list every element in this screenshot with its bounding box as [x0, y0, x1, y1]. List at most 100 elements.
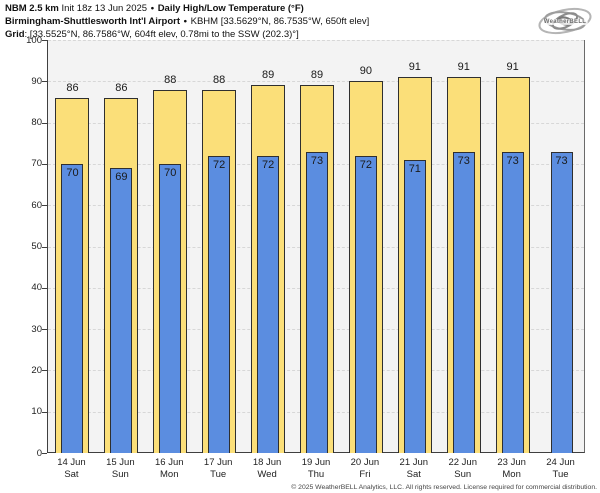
low-temp-bar: [306, 151, 328, 453]
low-temp-value: 70: [164, 166, 177, 179]
y-tick-label: 40: [31, 282, 42, 294]
high-temp-value: 88: [164, 73, 177, 86]
x-axis-label: 17 Jun Tue: [194, 457, 242, 480]
low-temp-bar: [159, 163, 182, 453]
x-label-date: 14 Jun: [57, 457, 86, 468]
low-temp-value: 72: [359, 158, 373, 171]
low-temp-bar: [257, 155, 280, 453]
high-temp-value: 91: [408, 61, 421, 74]
low-temp-value: 69: [115, 171, 128, 184]
y-tick-mark: [42, 246, 47, 248]
x-label-day: Sun: [111, 468, 129, 480]
station-name: Birmingham-Shuttlesworth Int'l Airport: [5, 16, 181, 27]
x-axis-label: 18 Jun Wed: [243, 457, 291, 480]
x-label-date: 17 Jun: [203, 457, 233, 468]
product-name: Daily High/Low Temperature (°F): [157, 3, 304, 14]
x-label-date: 15 Jun: [106, 457, 135, 468]
y-tick-label: 0: [36, 447, 42, 459]
high-temp-value: 86: [115, 81, 128, 94]
grid-value: : [33.5525°N, 86.7586°W, 604ft elev, 0.7…: [24, 29, 299, 40]
header-line-1: NBM 2.5 km Init 18z 13 Jun 2025 • Daily …: [5, 2, 369, 15]
high-temp-value: 91: [457, 61, 470, 74]
y-tick-label: 90: [31, 75, 42, 87]
low-temp-bar: [452, 151, 475, 453]
bullet-separator: •: [183, 16, 187, 27]
high-temp-value: 90: [359, 65, 373, 78]
weatherbell-logo: WeatherBELL: [534, 3, 596, 39]
x-label-day: Sun: [454, 468, 472, 480]
low-temp-value: 73: [555, 154, 568, 167]
high-temp-value: 89: [310, 69, 324, 82]
low-temp-bar: [208, 155, 231, 453]
copyright-notice: © 2025 WeatherBELL Analytics, LLC. All r…: [291, 484, 597, 491]
grid-label: Grid: [5, 29, 25, 40]
x-axis-label: 15 Jun Sun: [96, 457, 144, 480]
x-label-day: Mon: [160, 468, 179, 480]
chart-header: NBM 2.5 km Init 18z 13 Jun 2025 • Daily …: [5, 2, 369, 41]
y-tick-mark: [42, 205, 47, 207]
x-label-day: Sat: [406, 468, 421, 480]
x-label-day: Tue: [552, 468, 569, 480]
x-label-day: Mon: [502, 468, 521, 480]
x-axis-label: 22 Jun Sun: [439, 457, 487, 480]
low-temp-bar: [501, 151, 524, 453]
high-temp-value: 86: [66, 81, 79, 94]
header-line-2: Birmingham-Shuttlesworth Int'l Airport •…: [5, 15, 369, 28]
x-label-date: 20 Jun: [350, 457, 380, 468]
low-temp-bar: [403, 159, 426, 453]
x-label-date: 23 Jun: [497, 457, 526, 468]
low-temp-bar: [550, 151, 573, 453]
x-label-day: Thu: [307, 468, 325, 480]
x-label-date: 16 Jun: [155, 457, 184, 468]
x-axis-label: 14 Jun Sat: [47, 457, 95, 480]
x-label-day: Wed: [257, 468, 277, 480]
init-time: Init 18z 13 Jun 2025: [61, 3, 148, 14]
y-gridline: [48, 40, 584, 41]
y-tick-mark: [42, 81, 47, 83]
x-axis-label: 19 Jun Thu: [292, 457, 340, 480]
y-tick-label: 100: [26, 34, 42, 46]
low-temp-bar: [61, 163, 84, 453]
high-temp-value: 91: [506, 61, 519, 74]
y-tick-label: 50: [31, 241, 42, 252]
y-tick-label: 10: [31, 406, 42, 418]
x-label-date: 18 Jun: [252, 457, 282, 468]
x-axis-label: 20 Jun Fri: [341, 457, 389, 480]
low-temp-value: 73: [506, 154, 519, 167]
y-tick-label: 80: [31, 117, 42, 129]
low-temp-value: 73: [457, 154, 470, 167]
header-line-3: Grid: [33.5525°N, 86.7586°W, 604ft elev,…: [5, 28, 369, 41]
x-label-day: Tue: [210, 468, 227, 480]
station-meta: KBHM [33.5629°N, 86.7535°W, 650ft elev]: [190, 16, 370, 27]
x-label-day: Fri: [359, 468, 371, 480]
y-tick-mark: [42, 370, 47, 372]
y-tick-label: 30: [31, 323, 42, 335]
x-label-date: 22 Jun: [448, 457, 477, 468]
low-temp-value: 73: [310, 154, 324, 167]
x-axis-label: 21 Jun Sat: [390, 457, 438, 480]
model-name: NBM 2.5 km: [5, 3, 59, 14]
y-tick-mark: [42, 40, 47, 41]
y-tick-mark: [42, 411, 47, 413]
x-axis-label: 24 Jun Tue: [537, 457, 585, 480]
y-tick-label: 60: [31, 199, 42, 211]
low-temp-bar: [354, 155, 377, 453]
logo-text: WeatherBELL: [542, 18, 588, 25]
y-tick-label: 20: [31, 364, 42, 376]
low-temp-value: 72: [261, 158, 275, 171]
y-tick-mark: [42, 287, 47, 289]
y-tick-mark: [42, 453, 47, 454]
x-label-date: 19 Jun: [301, 457, 331, 468]
y-gridline: [48, 81, 584, 83]
y-tick-mark: [42, 122, 47, 124]
bullet-separator: •: [150, 3, 155, 14]
low-temp-value: 71: [408, 162, 421, 175]
x-axis-label: 23 Jun Mon: [488, 457, 536, 480]
low-temp-value: 72: [213, 158, 226, 171]
x-label-date: 21 Jun: [399, 457, 429, 468]
high-temp-value: 88: [213, 73, 226, 86]
plot-area: Temperature [°F] 86708669887088728972897…: [47, 40, 585, 453]
x-label-date: 24 Jun: [546, 457, 575, 468]
